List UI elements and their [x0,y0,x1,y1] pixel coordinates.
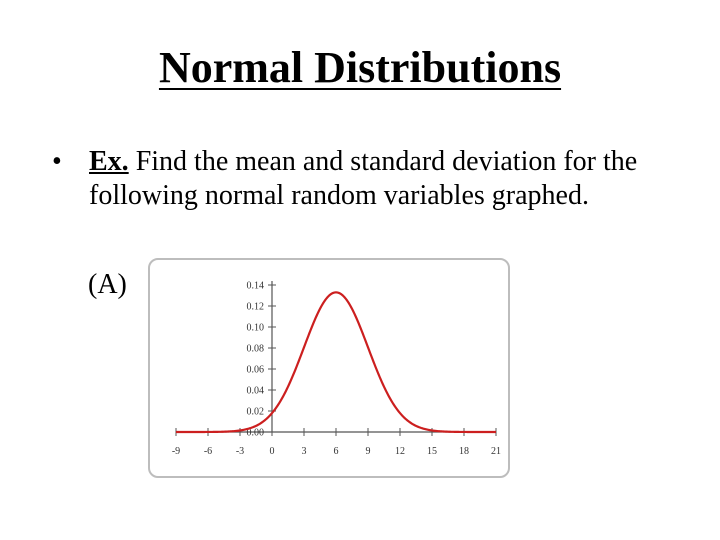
y-tick-label: 0.08 [247,344,265,355]
y-tick-label: 0.10 [247,323,265,334]
x-tick-label: 3 [302,446,307,457]
y-tick-label: 0.02 [247,407,265,418]
x-tick-label: 0 [270,446,275,457]
x-tick-label: 18 [459,446,469,457]
x-tick-label: 12 [395,446,405,457]
y-tick-label: 0.04 [247,386,265,397]
part-label: (A) [88,269,127,300]
normal-curve-line [176,291,496,434]
chart-card: -9 -6 -3 0 3 6 9 12 15 18 21 0.00 0.02 0.04 0.06 0.08 0.… [148,258,510,478]
x-tick-label: 21 [491,446,501,457]
y-tick-label: 0.00 [247,428,265,439]
x-tick-label: -3 [236,446,244,457]
example-text: Find the mean and standard deviation for… [89,146,638,211]
y-tick-label: 0.06 [247,365,265,376]
x-tick-label: 6 [334,446,339,457]
slide-title: Normal Distributions [0,38,720,98]
example-label: Ex. [89,146,129,177]
x-tick-label: 9 [366,446,371,457]
y-tick-label: 0.14 [247,281,265,292]
x-tick-label: 15 [427,446,437,457]
bullet-marker: • [52,146,62,177]
y-tick-label: 0.12 [247,302,265,313]
x-tick-label: -9 [172,446,180,457]
slide-title-text: Normal Distributions [158,43,562,92]
bullet-text: Ex. Find the mean and standard deviation… [89,145,699,213]
normal-curve-chart: -9 -6 -3 0 3 6 9 12 15 18 21 0.00 0.02 0.04 0.06 0.08 0.… [172,281,501,458]
x-tick-label: -6 [204,446,212,457]
